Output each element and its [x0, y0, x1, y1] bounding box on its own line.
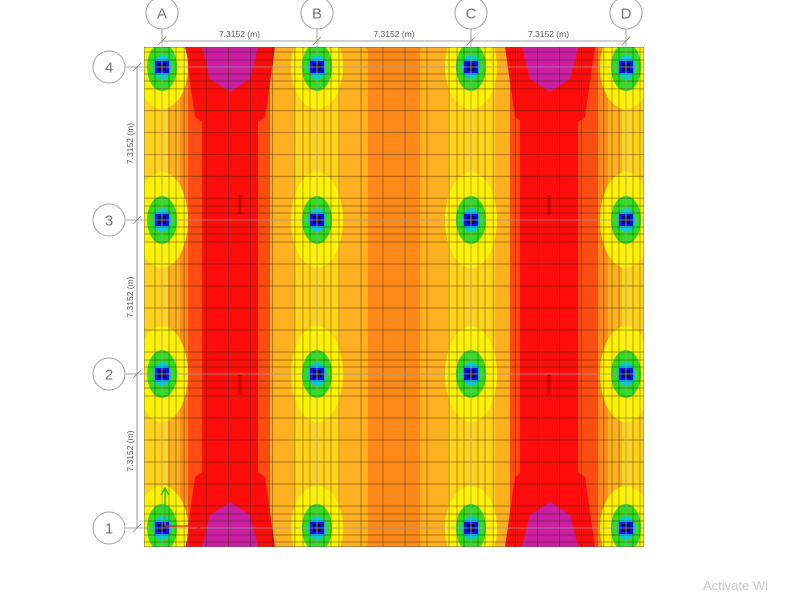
- dimension-label: 7.3152 (m): [373, 29, 414, 39]
- grid-bubble-c[interactable]: [454, 0, 488, 30]
- dimension-tick: [132, 369, 142, 379]
- contour-diamond: [376, 100, 412, 190]
- dimension-tick: [157, 36, 167, 46]
- activate-windows-watermark: Activate Wi: [703, 578, 769, 593]
- dimension-label: 7.3152 (m): [528, 29, 569, 39]
- grid-bubble-label: 3: [105, 213, 113, 230]
- y-axis-arrowhead: [160, 486, 170, 496]
- grid-bubble-label: 1: [105, 521, 113, 538]
- dimension-tick: [621, 36, 631, 46]
- dimension-label: 7.3152 (m): [125, 123, 135, 164]
- contour-band: [608, 47, 622, 547]
- contour-fill: [144, 47, 644, 547]
- contour-peak-magenta: [522, 502, 578, 547]
- grid-bubble-label: D: [621, 6, 632, 23]
- x-axis-arrowhead: [194, 521, 204, 531]
- contour-spot: [547, 375, 551, 395]
- contour-spot: [547, 195, 551, 215]
- dimension-tick: [466, 36, 476, 46]
- contour-peak-red: [505, 452, 595, 547]
- grid-bubble-label: 4: [105, 60, 113, 77]
- contour-peak-red: [185, 452, 275, 547]
- contour-peak-red: [505, 47, 595, 142]
- contour-diamond: [376, 410, 412, 500]
- grid-bubble-label: C: [466, 6, 477, 23]
- dimension-label: 7.3152 (m): [125, 276, 135, 317]
- contour-edge-wedge: [366, 507, 422, 547]
- dimension-tick: [312, 36, 322, 46]
- dimension-lines: 7.3152 (m) 7.3152 (m) 7.3152 (m) 7.3152 (m)…: [125, 29, 631, 533]
- dimension-tick: [132, 523, 142, 533]
- contour-spot: [238, 375, 242, 395]
- grid-bubble-label: 2: [105, 367, 113, 384]
- grid-bubble-label: A: [157, 6, 167, 23]
- grid-bubble-2[interactable]: [92, 357, 126, 391]
- dimension-label: 7.3152 (m): [219, 29, 260, 39]
- grid-bubbles[interactable]: A B C D 4 3 2 1: [92, 0, 643, 545]
- contour-peak-magenta: [202, 502, 258, 547]
- grid-bubble-d[interactable]: [609, 0, 643, 30]
- dimension-label: 7.3152 (m): [125, 430, 135, 471]
- grid-bubble-3[interactable]: [92, 203, 126, 237]
- grid-lines: [128, 29, 644, 547]
- grid-bubble-a[interactable]: [145, 0, 179, 30]
- dimension-tick: [132, 215, 142, 225]
- grid-bubble-b[interactable]: [300, 0, 334, 30]
- contour-spot: [238, 195, 242, 215]
- dimension-tick: [132, 62, 142, 72]
- grid-bubble-1[interactable]: [92, 511, 126, 545]
- contour-peak-red: [185, 47, 275, 142]
- grid-bubble-label: B: [312, 6, 322, 23]
- contour-band: [270, 47, 294, 547]
- contour-diamond: [376, 255, 412, 345]
- axis-triad: [160, 486, 204, 531]
- mesh-lines: [144, 47, 644, 547]
- grid-bubble-4[interactable]: [92, 50, 126, 84]
